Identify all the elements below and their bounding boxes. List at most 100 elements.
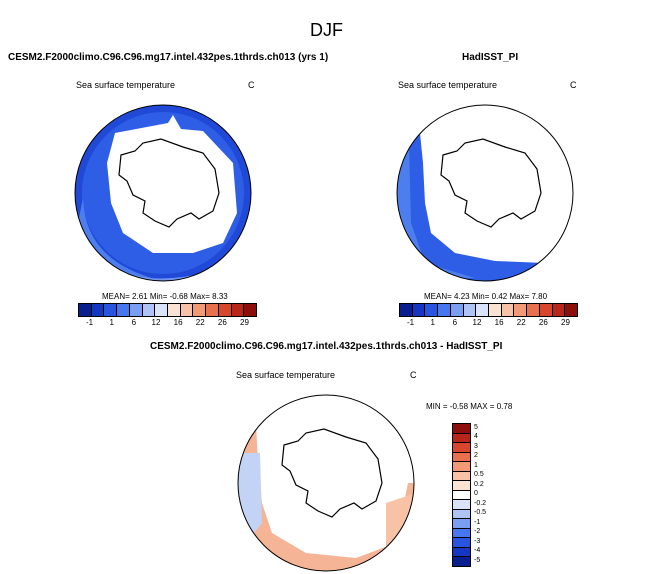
colorbar-swatch	[453, 480, 470, 490]
colorbar-tick-label: -0.2	[474, 499, 487, 507]
colorbar-tick-label: 29	[240, 318, 249, 327]
panel-1-colorbar	[78, 303, 257, 317]
panel-3-stats: MIN = -0.58 MAX = 0.78	[426, 402, 512, 411]
colorbar-tick-label: -4	[474, 547, 481, 555]
colorbar-tick-label: 12	[472, 318, 482, 327]
panel-2-max-value: 7.80	[531, 292, 548, 301]
colorbar-swatch	[79, 304, 91, 316]
colorbar-swatch	[243, 304, 257, 316]
panel-1-min-label: Min=	[149, 292, 168, 301]
panel-3-max-label: MAX =	[470, 402, 495, 411]
colorbar-swatch	[453, 508, 470, 519]
colorbar-swatch	[400, 304, 412, 316]
colorbar-swatch	[437, 304, 450, 316]
colorbar-swatch	[453, 432, 470, 443]
colorbar-tick-label: -1	[86, 318, 94, 327]
colorbar-swatch	[154, 304, 168, 316]
colorbar-swatch	[453, 442, 470, 452]
panel-3-polar-map	[237, 394, 415, 572]
colorbar-swatch	[217, 304, 231, 316]
colorbar-tick-label: -3	[474, 537, 481, 545]
panel-1-stats: MEAN= 2.61 Min= -0.68 Max= 8.33	[102, 292, 228, 301]
panel-3-min-value: -0.58	[449, 402, 469, 411]
colorbar-swatch	[488, 304, 501, 316]
colorbar-swatch	[453, 470, 470, 481]
colorbar-swatch	[116, 304, 129, 316]
panel-1-units: C	[248, 80, 255, 90]
colorbar-swatch	[453, 527, 470, 538]
colorbar-tick-label: 22	[195, 318, 205, 327]
panel-1-mean-label: MEAN=	[102, 292, 130, 301]
panel-1-min-value: -0.68	[169, 292, 188, 301]
colorbar-tick-label: 1	[109, 318, 114, 327]
colorbar-tick-label: 29	[561, 318, 570, 327]
colorbar-tick-label: 3	[474, 442, 478, 450]
colorbar-tick-label: 22	[516, 318, 526, 327]
panel-1-mean-value: 2.61	[132, 292, 148, 301]
colorbar-tick-label: 2	[474, 452, 478, 460]
panel-2-units: C	[570, 80, 577, 90]
antarctica-outline	[281, 428, 383, 518]
panel-3-variable: Sea surface temperature	[236, 370, 336, 380]
colorbar-swatch	[500, 304, 514, 316]
panel-2-mean-value: 4.23	[454, 292, 470, 301]
colorbar-tick-label: -5	[474, 556, 481, 564]
colorbar-tick-label: 0.2	[474, 480, 484, 488]
colorbar-swatch	[192, 304, 206, 316]
colorbar-swatch	[453, 489, 470, 500]
panel-3-units: C	[410, 370, 417, 380]
colorbar-tick-label: -1	[474, 518, 481, 526]
colorbar-tick-label: 16	[173, 318, 183, 327]
panel-2-min-label: Min=	[471, 292, 490, 301]
panel-2-colorbar	[399, 303, 578, 317]
antarctica-outline	[118, 138, 220, 228]
colorbar-swatch	[205, 304, 218, 316]
colorbar-tick-label: 0	[474, 490, 478, 498]
panel-2-polar-map	[396, 104, 574, 282]
colorbar-tick-label: 26	[538, 318, 548, 327]
colorbar-swatch	[453, 451, 470, 462]
colorbar-swatch	[167, 304, 180, 316]
panel-3-max-value: 0.78	[496, 402, 513, 411]
panel-1-colorbar-labels: -1 1 6 12 16 22 26 29	[78, 318, 255, 328]
panel-1-variable: Sea surface temperature	[76, 80, 176, 90]
panel-1-max-value: 8.33	[212, 292, 228, 301]
colorbar-swatch	[564, 304, 578, 316]
colorbar-tick-label: 6	[452, 318, 458, 327]
panel-2-mean-label: MEAN=	[424, 292, 452, 301]
colorbar-swatch	[141, 304, 155, 316]
panel-2-title: HadISST_PI	[462, 52, 519, 63]
colorbar-tick-label: -2	[474, 528, 481, 536]
panel-3-title: CESM2.F2000climo.C96.C96.mg17.intel.432p…	[150, 341, 503, 352]
panel-3-colorbar	[452, 423, 471, 567]
panel-2-max-label: Max=	[509, 292, 530, 301]
colorbar-swatch	[462, 304, 476, 316]
colorbar-swatch	[551, 304, 565, 316]
panel-2-colorbar-labels: -1 1 6 12 16 22 26 29	[399, 318, 576, 328]
colorbar-swatch	[411, 304, 425, 316]
colorbar-swatch	[453, 518, 470, 528]
colorbar-swatch	[538, 304, 552, 316]
colorbar-tick-label: 12	[151, 318, 161, 327]
colorbar-tick-label: 16	[494, 318, 504, 327]
antarctica-outline	[440, 138, 542, 228]
panel-2-variable: Sea surface temperature	[398, 80, 498, 90]
colorbar-swatch	[424, 304, 438, 316]
colorbar-tick-label: 5	[474, 424, 478, 431]
colorbar-tick-label: 26	[217, 318, 227, 327]
colorbar-swatch	[128, 304, 142, 316]
colorbar-swatch	[453, 499, 470, 509]
colorbar-tick-label: 0.5	[474, 471, 484, 479]
colorbar-swatch	[449, 304, 463, 316]
colorbar-swatch	[513, 304, 527, 316]
colorbar-swatch	[453, 556, 470, 566]
panel-1-polar-map	[74, 104, 252, 282]
panel-3-colorbar-labels: 5 4 3 2 1 0.5 0.2 0 -0.2 -0.5 -1 -2 -3 -4 -5	[474, 423, 504, 565]
colorbar-swatch	[230, 304, 244, 316]
colorbar-swatch	[453, 537, 470, 547]
colorbar-swatch	[453, 424, 470, 433]
colorbar-swatch	[179, 304, 193, 316]
colorbar-tick-label: 4	[474, 433, 478, 441]
colorbar-swatch	[453, 546, 470, 557]
colorbar-tick-label: -0.5	[474, 509, 487, 517]
